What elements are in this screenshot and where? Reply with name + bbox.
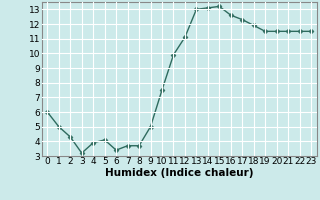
X-axis label: Humidex (Indice chaleur): Humidex (Indice chaleur) — [105, 168, 253, 178]
